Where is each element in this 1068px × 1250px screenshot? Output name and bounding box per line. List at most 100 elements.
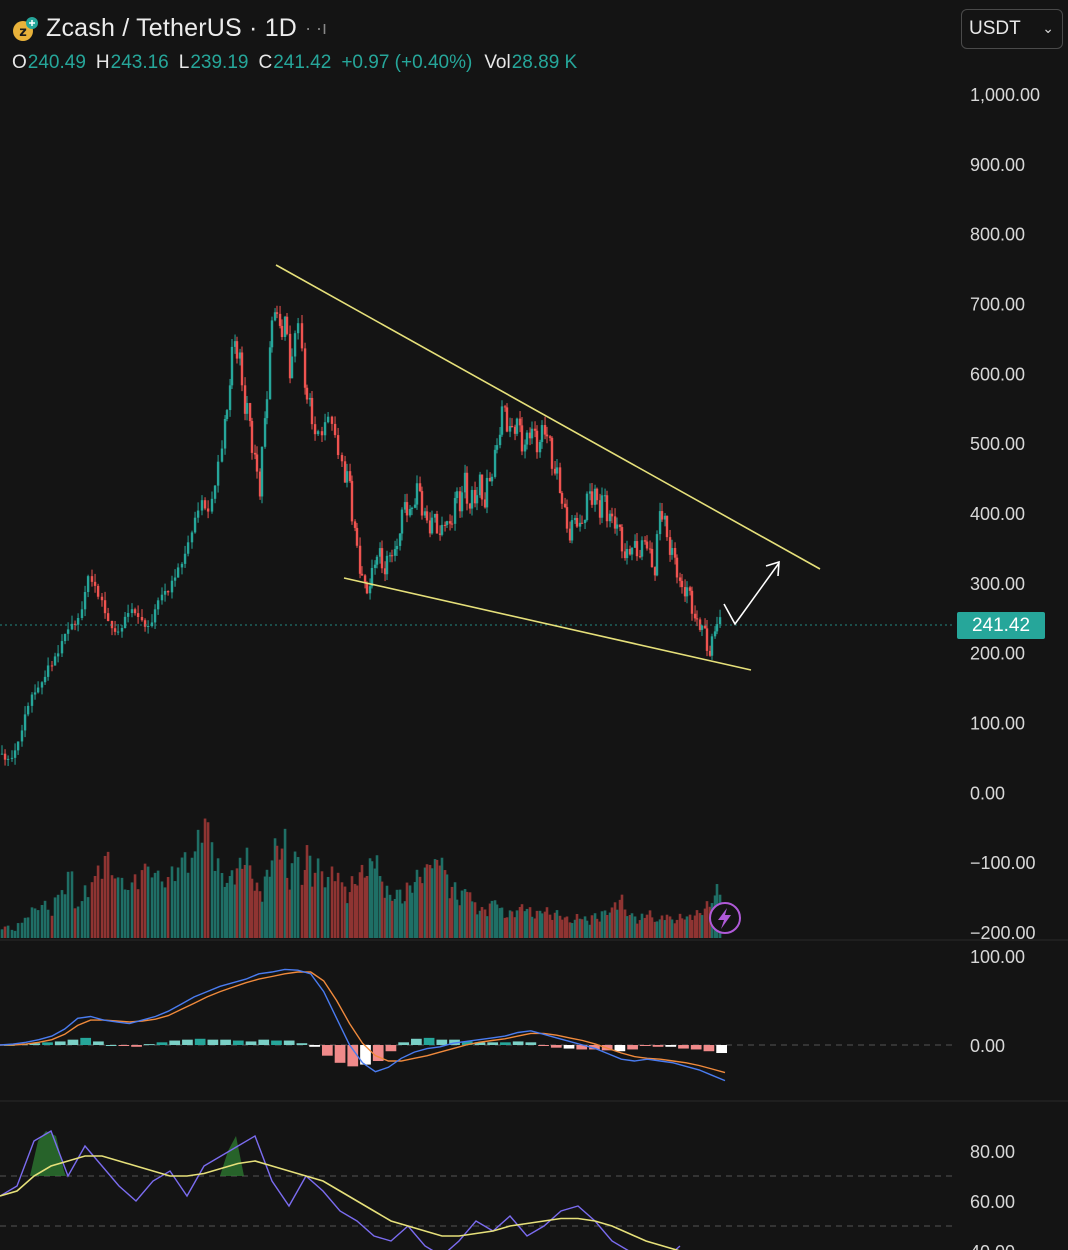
candle-body <box>560 493 564 504</box>
macd-histogram-bar <box>512 1041 524 1045</box>
volume-bar <box>473 902 477 938</box>
volume-bar <box>673 923 677 938</box>
candle-body <box>488 477 492 482</box>
candle-body <box>250 420 254 453</box>
volume-bar <box>548 914 552 938</box>
candle-body <box>703 625 707 629</box>
volume-bar <box>650 917 654 938</box>
volume-bar <box>110 875 114 938</box>
candle-body <box>438 533 442 535</box>
volume-bar <box>645 914 649 938</box>
candle-body <box>323 422 327 436</box>
candle-body <box>385 555 389 575</box>
projection-arrow[interactable] <box>723 560 780 626</box>
candle-body <box>116 631 120 633</box>
candle-body <box>26 705 30 715</box>
candle-body <box>260 446 264 497</box>
volume-bar <box>453 882 457 938</box>
volume-bar <box>173 881 177 938</box>
low-label: L <box>178 52 190 73</box>
volume-bar <box>373 868 377 938</box>
volume-bar <box>340 882 344 938</box>
candle-body <box>468 503 472 509</box>
volume-bar <box>663 920 667 938</box>
volume-bar <box>248 865 252 938</box>
candle-body <box>13 750 17 758</box>
volume-bar <box>326 876 330 938</box>
candle-body <box>540 425 544 443</box>
volume-bar <box>463 889 467 938</box>
macd-histogram-bar <box>93 1041 104 1045</box>
candle-body <box>630 547 634 555</box>
candle-body <box>296 323 300 334</box>
volume-bar <box>490 900 494 938</box>
candle-body <box>345 471 349 483</box>
alert-bolt-icon[interactable] <box>709 902 741 934</box>
volume-bar <box>565 916 569 938</box>
candle-body <box>518 418 522 426</box>
candle-body <box>0 753 4 755</box>
volume-bar <box>433 859 437 938</box>
volume-bar <box>515 910 519 938</box>
volume-bar <box>610 907 614 938</box>
volume-bar <box>443 870 447 938</box>
volume-bar <box>250 878 254 938</box>
volume-bar <box>6 925 10 938</box>
volume-bar <box>283 828 287 938</box>
macd-histogram-bar <box>220 1039 231 1045</box>
candle-body <box>575 517 579 527</box>
candle-body <box>238 352 242 359</box>
volume-bar <box>503 917 507 938</box>
volume-bar <box>50 915 54 938</box>
candle-body <box>428 520 432 534</box>
currency-select[interactable]: USDT ⌄ <box>961 9 1063 49</box>
candle-body <box>6 758 10 760</box>
volume-bar <box>16 923 20 938</box>
candle-body <box>233 341 237 347</box>
candle-body <box>643 540 647 542</box>
rsi-pane: 80.00 60.00 40.00 <box>0 1129 1015 1250</box>
macd-histogram-bar <box>563 1045 575 1049</box>
volume-bar <box>428 864 432 938</box>
candle-body <box>136 613 140 618</box>
candle-body <box>675 557 679 578</box>
macd-histogram-bar <box>232 1040 244 1045</box>
volume-bar <box>20 922 24 938</box>
volume-bar <box>573 919 577 938</box>
volume-bar <box>166 877 170 938</box>
volume-bar <box>570 923 574 938</box>
macd-histogram-bar <box>461 1041 473 1045</box>
candle-body <box>585 493 589 520</box>
volume-bar <box>90 882 94 938</box>
volume-bar <box>460 890 464 938</box>
candle-body <box>383 568 387 575</box>
volume-bar <box>33 908 37 938</box>
volume-bar <box>640 913 644 938</box>
candle-body <box>528 432 532 439</box>
volume-bar <box>136 889 140 938</box>
volume-bar <box>190 857 194 938</box>
lower-trendline[interactable] <box>343 577 752 671</box>
volume-bar <box>278 859 282 938</box>
volume-bar <box>415 869 419 938</box>
macd-histogram-bar <box>54 1041 66 1045</box>
volume-bar <box>313 872 317 938</box>
volume-bar <box>393 898 397 938</box>
symbol-title[interactable]: Zcash / TetherUS · 1D <box>46 14 298 42</box>
volume-bar <box>538 910 542 938</box>
candle-body <box>66 629 70 634</box>
candle-body <box>423 511 427 516</box>
candle-body <box>143 620 147 627</box>
candle-body <box>358 545 362 574</box>
candle-body <box>645 541 649 549</box>
volume-bar <box>598 921 602 938</box>
candle-body <box>163 591 167 595</box>
candle-body <box>220 448 224 462</box>
volume-bar <box>120 877 124 938</box>
volume-bar <box>685 916 689 938</box>
upper-trendline[interactable] <box>275 264 821 570</box>
candle-body <box>130 609 134 614</box>
candle-body <box>160 594 164 601</box>
candle-body <box>670 548 674 555</box>
